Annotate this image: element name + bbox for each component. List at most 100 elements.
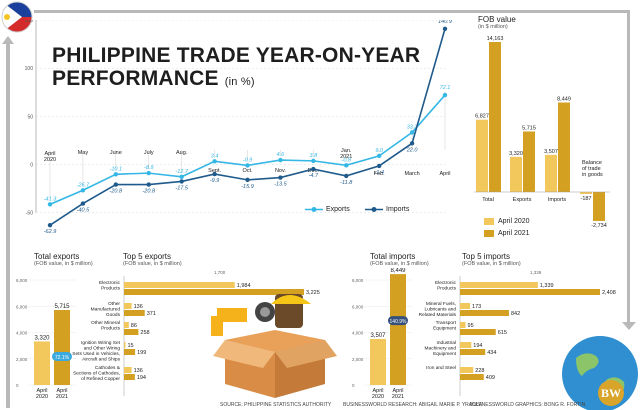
growth-label: 72.1% [55,355,70,361]
legend-april-2020-swatch [484,218,494,225]
y-tick-label: 4,000 [352,331,364,336]
month-label: Aug. [176,150,188,156]
month-label: May [78,150,89,156]
top5-category-label: Goods [106,312,121,318]
total-value-label: 5,715 [54,304,70,310]
top5-bar [124,303,132,309]
top5-category-label: Cathodes & [95,365,121,371]
top5-value-label: 173 [472,304,481,310]
imports-data-label: 22.0 [406,147,419,153]
top5-bar [460,282,538,288]
right-border-line [627,10,630,328]
y-tick-label: 0 [16,383,19,388]
imports-data-label: -20.8 [142,189,155,195]
exports-data-label: 9.0 [375,148,384,154]
imports-point [212,171,217,177]
source-credit: SOURCE: PHILIPPINE STATISTICS AUTHORITY [220,402,332,408]
total-category-label: April [56,388,67,394]
top5-bar [124,329,139,335]
top5-value-label: 15 [128,343,134,349]
legend-imports: Imports [365,206,409,213]
top5-value-label: 194 [473,343,482,349]
cargo-box-illustration [211,294,337,398]
top5-bar [460,329,496,335]
top5-category-label: Equipment [433,351,457,357]
top5-value-label: 842 [511,311,520,317]
total-category-label: April [392,388,403,394]
top5-category-label: Mineral Fuels, [426,301,456,307]
imports-data-label: -11.8 [340,180,353,186]
top5-bar [124,374,135,380]
y-tick-label: 8,000 [352,278,364,283]
top5-bar [460,303,471,309]
exports-point [47,202,53,207]
legend-imports-marker [365,207,383,212]
imports-data-label: -20.8 [110,189,123,195]
exports-point [179,174,184,179]
top5-value-label: 2,408 [602,290,616,296]
imports-point [146,182,151,187]
imports-data-label: -9.9 [210,178,219,184]
top5-bar [460,310,509,316]
total-value-label: 8,449 [390,268,406,274]
total-bar [390,274,406,385]
fob-value-label: 5,715 [522,125,536,131]
top5-value-label: 3,225 [306,290,320,296]
top5-bar [124,349,136,355]
month-label: July [144,150,154,156]
exports-data-label: -0.9 [243,157,252,163]
exports-data-label: 3.4 [211,153,219,159]
fob-bar [476,119,488,192]
top5-value-label: 136 [134,304,143,310]
exports-data-label: -41.3 [44,196,57,202]
y-tick-label: 4,000 [16,331,28,336]
legend-imports-label: Imports [386,206,410,213]
imports-point [179,179,184,184]
imports-point [278,175,283,180]
fob-bar [558,102,570,192]
legend-exports-marker [305,207,323,212]
total-value-label: 3,507 [370,333,386,339]
month-label: Sept. [208,168,221,174]
total-exports-title: Total exports [34,252,80,261]
legend-april-2020: April 2020 [484,218,530,225]
top5-value-label: 258 [140,330,149,336]
top5-imports-title: Top 5 imports [462,252,511,261]
top5-category-label: Sets Used in Vehicles, [72,351,120,357]
imports-point [47,222,53,228]
title-line-2: PERFORMANCE (in %) [52,67,255,90]
fob-bar [523,131,535,192]
top5-bar [460,342,472,348]
bw-logo: BW [598,380,624,406]
top5-category-label: Products [101,286,121,292]
y-tick-label: 150 [25,20,34,24]
y-tick-label: 0 [352,383,355,388]
top5-value-label: 228 [475,368,484,374]
imports-line [49,28,446,226]
imports-data-label: -4.7 [309,173,319,179]
fob-category-label: Imports [548,197,567,203]
total-value-label: 3,320 [34,335,50,341]
month-label: April [439,171,450,177]
top5-value-label: 371 [147,311,156,317]
fob-bar [593,192,605,221]
imports-data-label: -40.5 [77,208,90,214]
exports-data-label: 72.1 [440,85,451,91]
top5-bar [124,322,129,328]
y-tick-label: 6,000 [352,304,364,309]
imports-data-label: -62.9 [44,229,57,235]
title-unit: (in %) [224,76,255,88]
top5-exports-title: Top 5 exports [123,252,172,261]
imports-point [344,173,349,179]
fob-bar-chart: 6,827 14,163 Total 3,320 5,715 Exports 3,507 8,… [474,36,610,229]
total-imports-chart: 8,0006,0004,0002,00003,507April20208,449… [352,268,412,400]
top5-category-label: Other Mineral [91,320,120,326]
exports-point [80,188,86,193]
top5-category-label: Products [437,286,457,292]
top5-value-label: 434 [487,350,496,356]
fob-bar [510,156,522,192]
title-line-1: PHILIPPINE TRADE YEAR-ON-YEAR [52,44,421,67]
exports-data-label: -8.9 [144,165,153,171]
fob-bar [489,42,501,192]
